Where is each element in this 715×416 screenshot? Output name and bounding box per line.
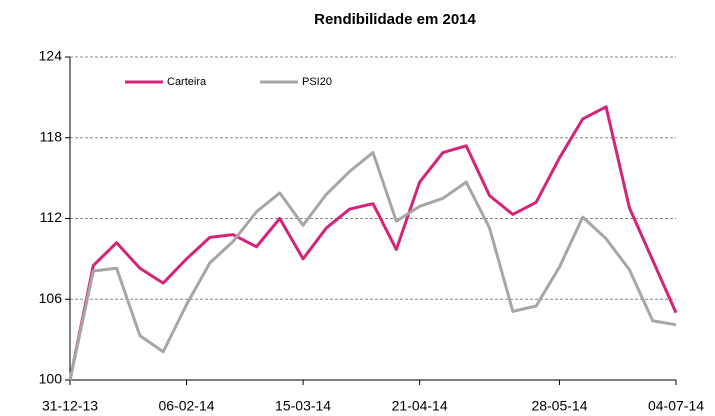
y-tick-label: 124 xyxy=(39,48,63,64)
series-line xyxy=(68,105,678,381)
series-line xyxy=(68,151,677,381)
x-tick-label: 31-12-13 xyxy=(42,398,98,414)
y-tick-label: 106 xyxy=(39,290,63,306)
y-tick-label: 118 xyxy=(40,128,63,144)
x-tick-label: 21-04-14 xyxy=(392,398,448,414)
y-tick-label: 100 xyxy=(39,371,63,387)
x-tick-label: 04-07-14 xyxy=(648,398,704,414)
legend-label: Carteira xyxy=(167,76,207,88)
legend-label: PSI20 xyxy=(302,76,332,88)
x-tick-label: 28-05-14 xyxy=(531,398,587,414)
chart-title: Rendibilidade em 2014 xyxy=(314,11,476,28)
x-tick-label: 15-03-14 xyxy=(275,398,331,414)
x-tick-label: 06-02-14 xyxy=(159,398,215,414)
y-tick-label: 112 xyxy=(40,209,63,225)
